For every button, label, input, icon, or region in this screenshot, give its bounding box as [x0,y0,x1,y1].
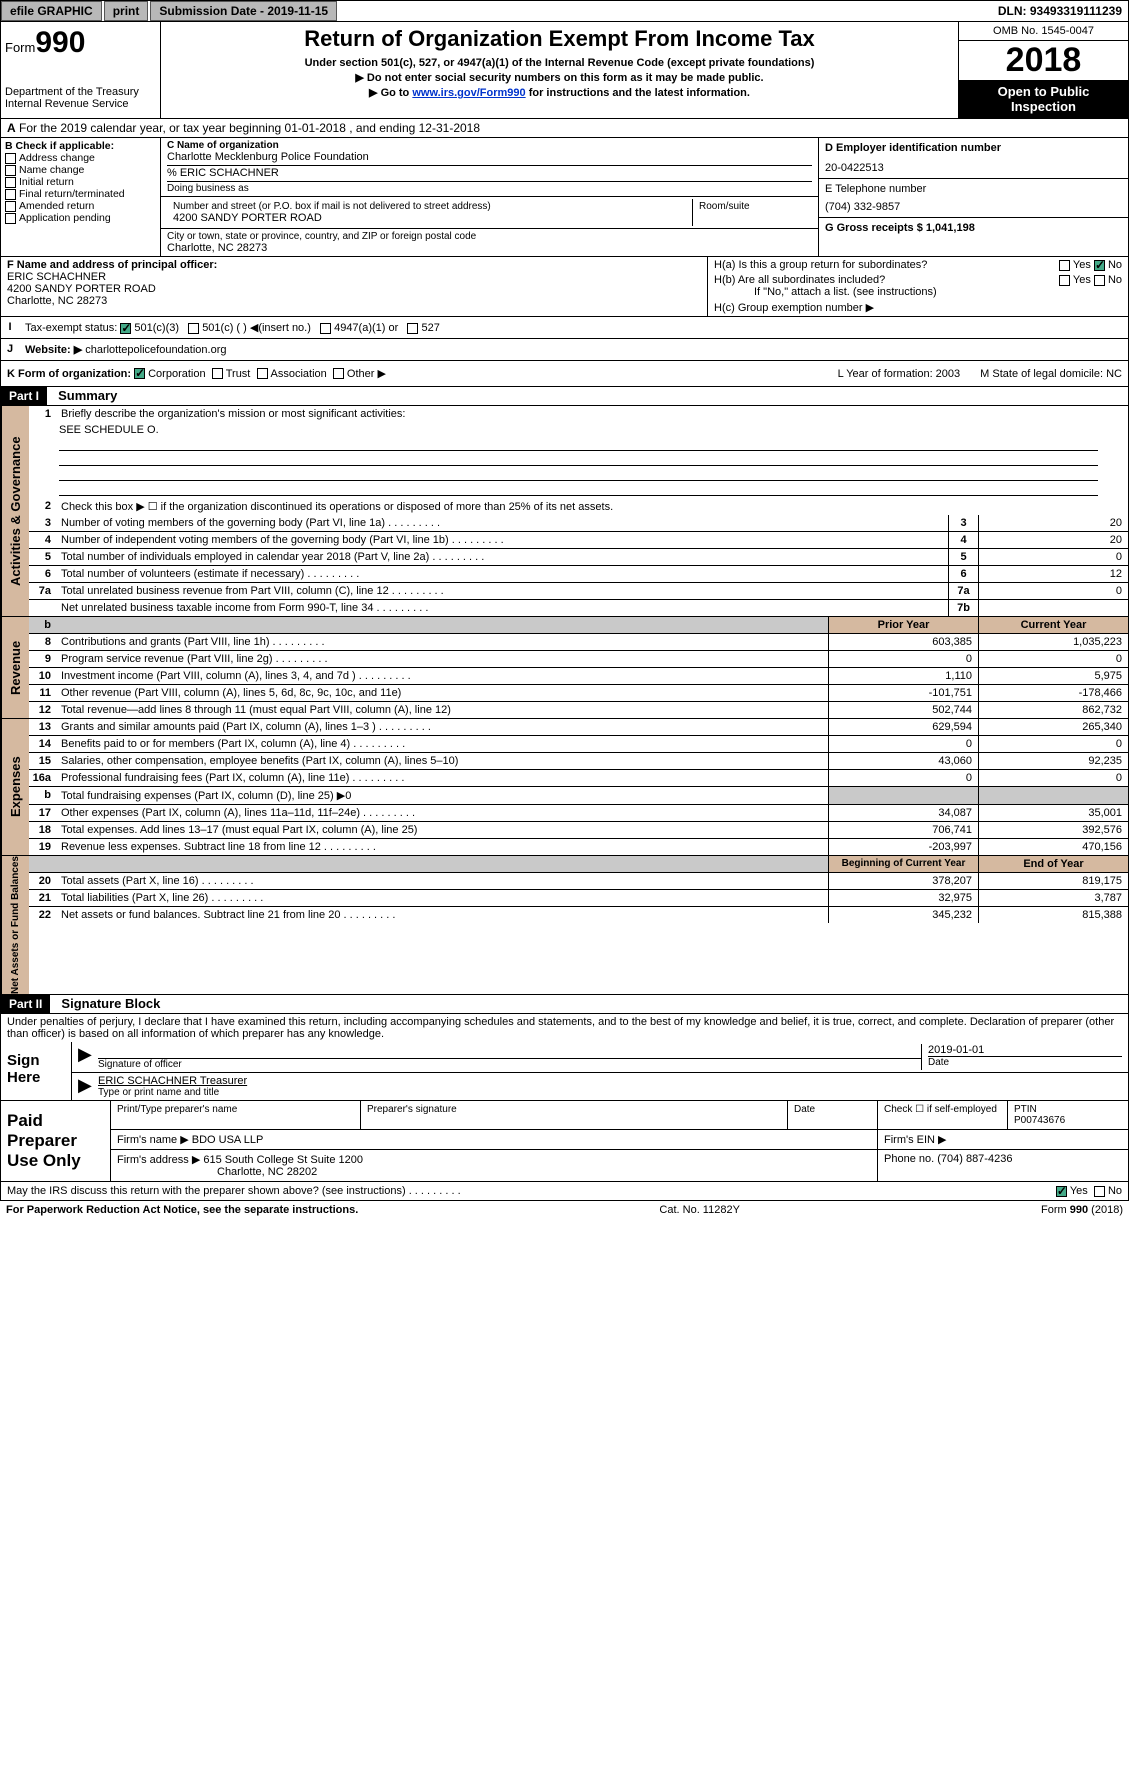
side-netassets: Net Assets or Fund Balances [1,856,29,994]
tax-year: 2018 [959,41,1128,80]
subtitle-3: ▶ Go to www.irs.gov/Form990 for instruct… [169,85,950,100]
irs-link[interactable]: www.irs.gov/Form990 [412,87,525,99]
subtitle-1: Under section 501(c), 527, or 4947(a)(1)… [169,56,950,70]
arrow-icon: ▶ [78,1075,98,1098]
signature-block: Under penalties of perjury, I declare th… [0,1014,1129,1101]
part1-expenses: Expenses 13Grants and similar amounts pa… [0,719,1129,856]
part1-revenue: Revenue bPrior YearCurrent Year 8Contrib… [0,617,1129,719]
form-title: Return of Organization Exempt From Incom… [169,26,950,56]
part1-header: Part I Summary [0,387,1129,406]
box-c: C Name of organization Charlotte Mecklen… [161,138,818,256]
submission-date: Submission Date - 2019-11-15 [150,1,337,21]
side-revenue: Revenue [1,617,29,718]
discuss-row: May the IRS discuss this return with the… [0,1182,1129,1201]
dept-text: Department of the Treasury Internal Reve… [5,86,156,110]
f-h-row: F Name and address of principal officer:… [0,257,1129,317]
box-f: F Name and address of principal officer:… [1,257,708,316]
top-bar: efile GRAPHIC print Submission Date - 20… [0,0,1129,22]
row-k: K Form of organization: Corporation Trus… [0,361,1129,387]
part1-governance: Activities & Governance 1Briefly describ… [0,406,1129,617]
side-governance: Activities & Governance [1,406,29,616]
sign-here-label: Sign Here [1,1042,71,1100]
side-expenses: Expenses [1,719,29,855]
paid-preparer: Paid Preparer Use Only Print/Type prepar… [0,1101,1129,1182]
form-number: Form990 [5,26,156,60]
open-inspection: Open to Public Inspection [959,80,1128,118]
omb-number: OMB No. 1545-0047 [959,22,1128,41]
year-formation: L Year of formation: 2003 [838,368,961,380]
box-d-e-g: D Employer identification number 20-0422… [818,138,1128,256]
row-i: I Tax-exempt status: 501(c)(3) 501(c) ( … [0,317,1129,339]
row-a-period: A For the 2019 calendar year, or tax yea… [0,119,1129,138]
box-h: H(a) Is this a group return for subordin… [708,257,1128,316]
paid-label: Paid Preparer Use Only [1,1101,111,1181]
box-b: B Check if applicable: Address change Na… [1,138,161,256]
part1-netassets: Net Assets or Fund Balances Beginning of… [0,856,1129,995]
form-footer: Form 990 (2018) [1041,1204,1123,1216]
subtitle-2: ▶ Do not enter social security numbers o… [169,70,950,85]
state-domicile: M State of legal domicile: NC [980,368,1122,380]
part2-header: Part II Signature Block [0,995,1129,1014]
arrow-icon: ▶ [78,1044,98,1070]
row-j: J Website: ▶ charlottepolicefoundation.o… [0,339,1129,361]
print-button[interactable]: print [104,1,149,21]
info-grid: B Check if applicable: Address change Na… [0,138,1129,257]
dln: DLN: 93493319111239 [992,2,1128,20]
form-header: Form990 Department of the Treasury Inter… [0,22,1129,119]
efile-button[interactable]: efile GRAPHIC [1,1,102,21]
footer: For Paperwork Reduction Act Notice, see … [0,1201,1129,1219]
